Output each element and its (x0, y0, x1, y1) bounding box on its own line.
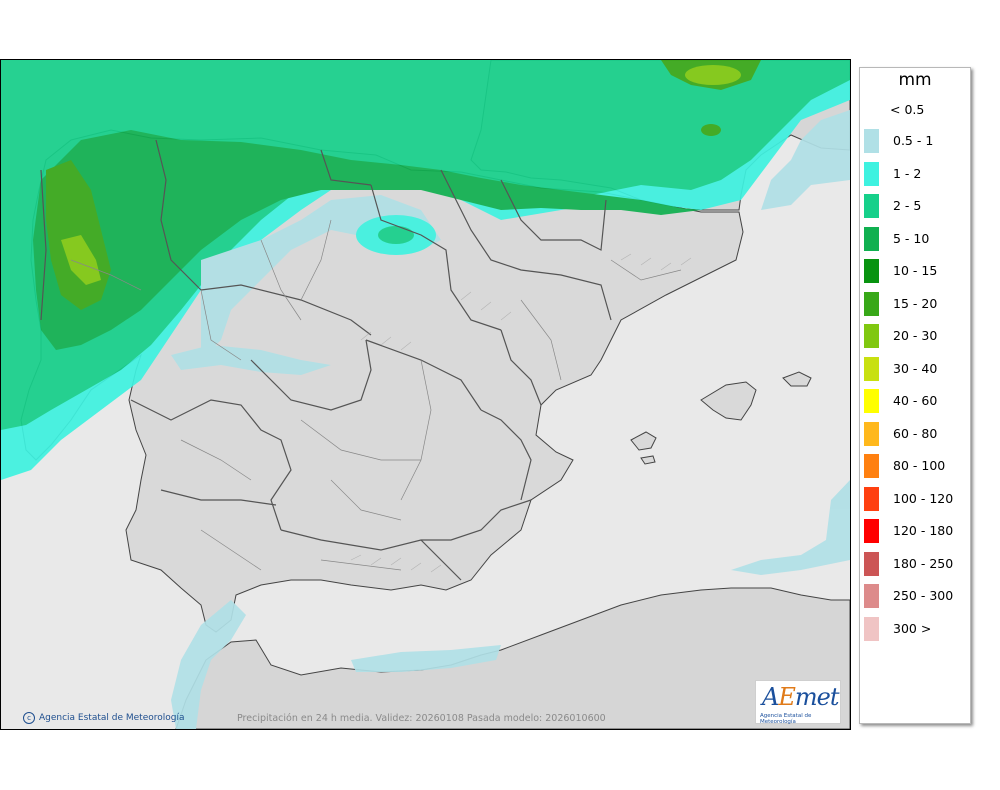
legend-swatch (864, 291, 879, 316)
legend-swatch (864, 519, 879, 543)
legend-swatch (864, 259, 879, 283)
africa-land (175, 587, 850, 729)
legend-item: 30 - 40 (864, 356, 968, 381)
ibiza (630, 431, 657, 451)
legend-swatch (864, 486, 879, 511)
precipitation-legend: mm < 0.5 0.5 - 1 1 - 2 2 - 5 5 - 10 10 - 15 1… (859, 67, 971, 724)
legend-label: 60 - 80 (893, 425, 938, 441)
legend-item: 5 - 10 (864, 226, 968, 251)
legend-label: 2 - 5 (893, 198, 922, 213)
legend-label: 40 - 60 (893, 393, 938, 408)
legend-label: 5 - 10 (893, 230, 930, 246)
legend-item: 20 - 30 (864, 324, 968, 348)
legend-item: 80 - 100 (864, 454, 968, 478)
aemet-logo-subtext: Agencia Estatal de Meteorología (760, 713, 812, 725)
legend-item: 2 - 5 (864, 194, 968, 218)
legend-label: 180 - 250 (893, 555, 954, 571)
agency-credit: c Agencia Estatal de Meteorología (23, 712, 185, 724)
legend-item: 120 - 180 (864, 519, 968, 543)
legend-swatch (864, 584, 879, 608)
legend-label: 15 - 20 (893, 295, 938, 311)
legend-swatch (864, 226, 879, 251)
province-borders (70, 219, 682, 571)
legend-item: 15 - 20 (864, 291, 968, 316)
legend-item: 0.5 - 1 (864, 129, 968, 153)
formentera (640, 455, 656, 465)
legend-label: 120 - 180 (893, 523, 954, 538)
legend-label: 30 - 40 (893, 360, 938, 376)
legend-item: 10 - 15 (864, 259, 968, 283)
legend-lowest-label: < 0.5 (890, 102, 925, 117)
legend-label: 10 - 15 (893, 263, 938, 278)
legend-label: 20 - 30 (893, 328, 938, 343)
legend-label: 1 - 2 (893, 165, 922, 181)
legend-label: 80 - 100 (893, 458, 946, 473)
map-canvas (1, 60, 850, 729)
aemet-logo: AEmet Agencia Estatal de Meteorología (755, 680, 841, 725)
legend-item: 300 > (864, 616, 968, 641)
legend-swatch (864, 389, 879, 413)
mallorca (700, 381, 757, 421)
legend-item: 250 - 300 (864, 584, 968, 608)
aemet-logo-wordmark: AEmet (762, 683, 839, 711)
legend-label: 300 > (893, 620, 932, 636)
legend-swatch (864, 324, 879, 348)
agency-credit-text: Agencia Estatal de Meteorología (39, 713, 185, 723)
legend-swatch (864, 161, 879, 186)
legend-label: 100 - 120 (893, 490, 954, 506)
legend-swatch (864, 551, 879, 576)
legend-item: 100 - 120 (864, 486, 968, 511)
legend-swatch (864, 129, 879, 153)
precipitation-map: c Agencia Estatal de Meteorología Precipi… (0, 59, 851, 730)
legend-swatch (864, 194, 879, 218)
legend-label: 0.5 - 1 (893, 133, 934, 148)
legend-item: 40 - 60 (864, 389, 968, 413)
copyright-icon: c (23, 712, 35, 724)
legend-swatch (864, 454, 879, 478)
legend-swatch (864, 356, 879, 381)
precipitation-fields (1, 60, 850, 729)
map-caption: Precipitación en 24 h media. Validez: 20… (237, 713, 606, 724)
relief-shading (350, 253, 692, 573)
legend-item: 1 - 2 (864, 161, 968, 186)
menorca (782, 371, 812, 387)
legend-swatch (864, 616, 879, 641)
legend-unit: mm (898, 70, 932, 90)
legend-swatch (864, 421, 879, 446)
legend-item: 180 - 250 (864, 551, 968, 576)
legend-item: 60 - 80 (864, 421, 968, 446)
legend-label: 250 - 300 (893, 588, 954, 603)
